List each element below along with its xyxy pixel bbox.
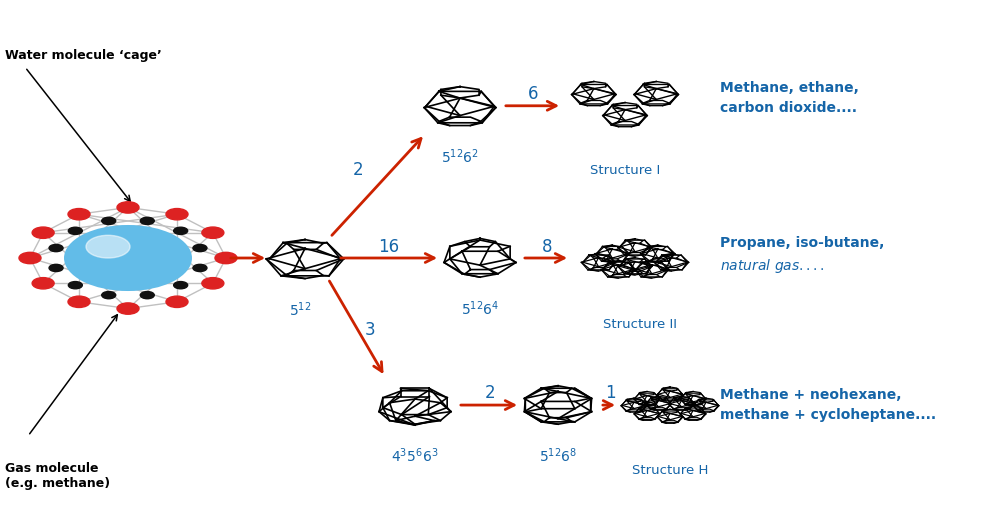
Circle shape — [68, 208, 90, 220]
Circle shape — [68, 227, 82, 234]
Text: $5^{12}6^{4}$: $5^{12}6^{4}$ — [461, 299, 499, 318]
Text: Structure II: Structure II — [603, 318, 677, 331]
Text: Methane + neohexane,
methane + cycloheptane....: Methane + neohexane, methane + cyclohept… — [720, 389, 936, 422]
Text: 8: 8 — [542, 238, 552, 255]
Circle shape — [49, 264, 63, 271]
Text: Structure I: Structure I — [590, 164, 660, 177]
Circle shape — [193, 245, 207, 252]
Text: 2: 2 — [353, 162, 363, 179]
Text: $5^{12}$: $5^{12}$ — [289, 300, 311, 319]
Circle shape — [202, 227, 224, 238]
Text: Water molecule ‘cage’: Water molecule ‘cage’ — [5, 49, 162, 62]
Text: 1: 1 — [605, 384, 615, 402]
Circle shape — [174, 282, 188, 289]
Circle shape — [32, 227, 54, 238]
Text: Methane, ethane,
carbon dioxide....: Methane, ethane, carbon dioxide.... — [720, 82, 859, 115]
Text: Propane, iso-butane,
$\mathit{natural\ gas....}$: Propane, iso-butane, $\mathit{natural\ g… — [720, 236, 884, 275]
Text: Gas molecule
(e.g. methane): Gas molecule (e.g. methane) — [5, 462, 110, 490]
Text: $5^{12}6^{2}$: $5^{12}6^{2}$ — [441, 147, 479, 166]
Circle shape — [174, 227, 188, 234]
Circle shape — [86, 235, 130, 258]
Text: Structure H: Structure H — [632, 464, 708, 477]
Text: $4^{3}5^{6}6^{3}$: $4^{3}5^{6}6^{3}$ — [391, 446, 439, 465]
Circle shape — [68, 296, 90, 308]
Circle shape — [166, 208, 188, 220]
Circle shape — [140, 217, 154, 224]
Circle shape — [117, 303, 139, 314]
Circle shape — [215, 252, 237, 264]
Circle shape — [64, 225, 192, 291]
Circle shape — [19, 252, 41, 264]
Circle shape — [68, 282, 82, 289]
Circle shape — [117, 202, 139, 213]
Circle shape — [193, 264, 207, 271]
Circle shape — [102, 292, 116, 299]
Circle shape — [102, 217, 116, 224]
Circle shape — [166, 296, 188, 308]
Circle shape — [202, 278, 224, 289]
Circle shape — [49, 245, 63, 252]
Text: 3: 3 — [365, 321, 375, 339]
Circle shape — [140, 292, 154, 299]
Text: $5^{12}6^{8}$: $5^{12}6^{8}$ — [539, 446, 577, 465]
Circle shape — [32, 278, 54, 289]
Text: 16: 16 — [378, 238, 400, 255]
Text: 2: 2 — [485, 384, 495, 402]
Text: 6: 6 — [528, 85, 538, 103]
